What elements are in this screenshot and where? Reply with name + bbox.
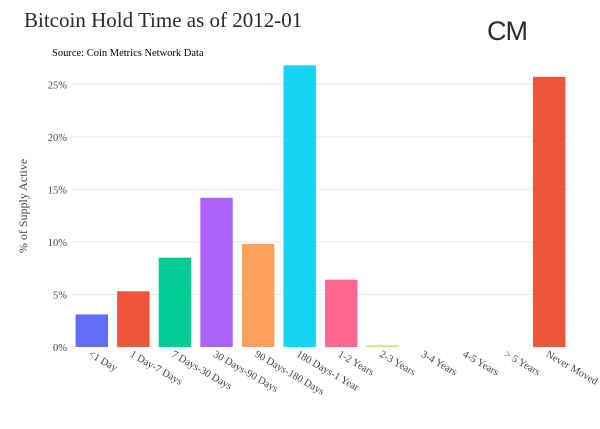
logo-text: CM bbox=[487, 16, 527, 46]
chart-subtitle: Source: Coin Metrics Network Data bbox=[52, 48, 204, 59]
x-tick-label: 2-3 Years bbox=[377, 349, 417, 378]
y-tick-label: 20% bbox=[48, 133, 68, 144]
bar bbox=[532, 76, 566, 347]
x-tick-label: 4-5 Years bbox=[461, 349, 501, 378]
x-tick-label: 3-4 Years bbox=[419, 349, 459, 378]
bar bbox=[117, 291, 150, 347]
bar bbox=[200, 197, 233, 347]
x-tick-label: 90 Days-180 Days bbox=[253, 349, 326, 398]
y-tick-label: 5% bbox=[53, 290, 67, 301]
x-tick-label: <1 Day bbox=[86, 349, 119, 375]
bar bbox=[75, 314, 109, 347]
bar bbox=[325, 279, 358, 347]
bar bbox=[283, 65, 316, 348]
y-tick-label: 0% bbox=[53, 343, 67, 354]
gridlines bbox=[71, 83, 570, 295]
y-tick-label: 15% bbox=[48, 185, 68, 196]
bar bbox=[241, 244, 275, 347]
y-axis-ticks: 0% 5% 10% 15% 20% 25% bbox=[48, 80, 68, 354]
x-tick-label: Never Moved bbox=[544, 349, 600, 388]
bars bbox=[75, 65, 566, 348]
y-tick-label: 25% bbox=[48, 80, 68, 91]
cm-logo: CM bbox=[487, 16, 528, 46]
x-tick-label: > 5 Years bbox=[502, 349, 542, 378]
y-tick-label: 10% bbox=[48, 238, 68, 249]
chart-title: Bitcoin Hold Time as of 2012-01 bbox=[24, 8, 302, 32]
bar bbox=[158, 257, 192, 347]
y-axis-label: % of Supply Active bbox=[16, 159, 30, 253]
bar bbox=[366, 345, 400, 347]
